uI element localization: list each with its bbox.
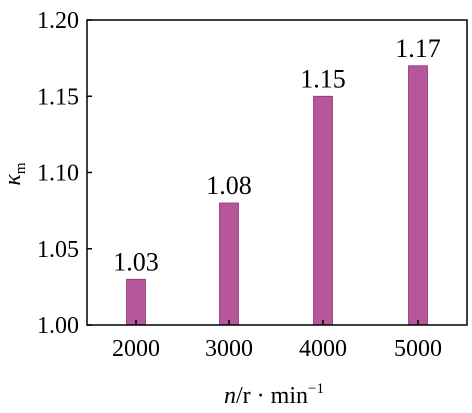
x-ticks-group: 2000 3000 4000 5000 [112,320,442,362]
bar-3000 [219,202,239,326]
data-label-2000: 1.03 [113,247,159,276]
y-tick-label-1.15: 1.15 [37,84,79,110]
y-tick-label-1.20: 1.20 [37,8,79,34]
x-tick-label-3000: 3000 [205,336,253,362]
bar-5000 [408,65,428,326]
y-tick-label-1.05: 1.05 [37,237,79,263]
data-label-5000: 1.17 [395,34,441,63]
bars-group [126,65,428,326]
x-tick-label-4000: 4000 [299,336,347,362]
y-ticks-group: 1.00 1.05 1.10 1.15 1.20 [37,8,92,339]
x-tick-label-5000: 5000 [394,336,442,362]
y-tick-label-1.10: 1.10 [37,161,79,187]
x-tick-label-2000: 2000 [112,336,160,362]
data-labels-group: 1.03 1.08 1.15 1.17 [113,34,441,277]
data-label-4000: 1.15 [300,64,346,93]
y-axis-label: κm [0,162,29,186]
data-label-3000: 1.08 [206,171,252,200]
x-axis-label: n/r · min−1 [224,381,324,409]
bar-4000 [313,95,333,326]
y-tick-label-1.00: 1.00 [37,313,79,339]
bar-2000 [126,278,146,326]
